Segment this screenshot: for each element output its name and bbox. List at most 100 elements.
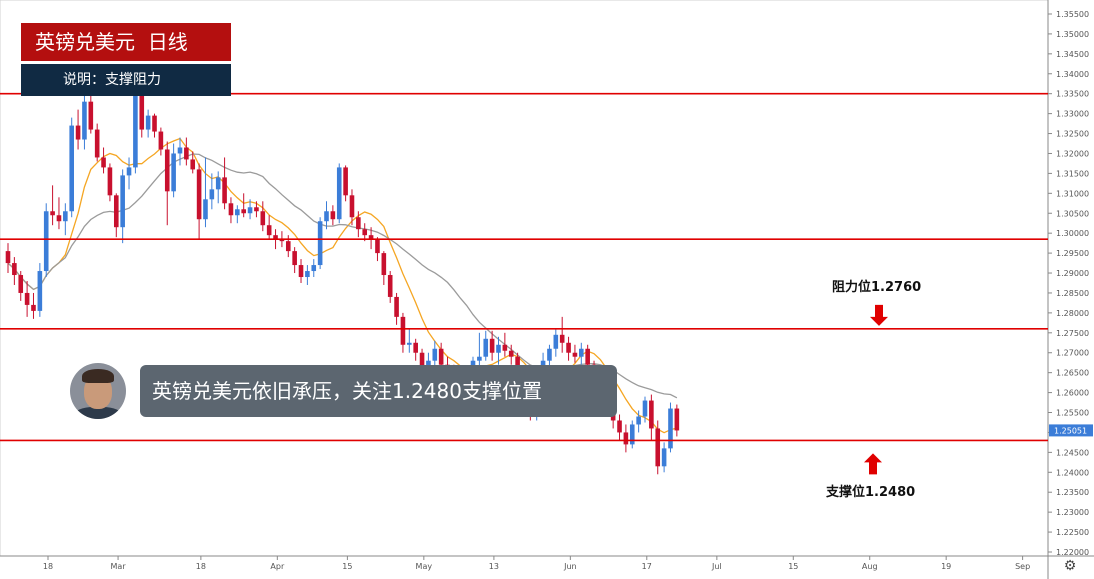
candle-body-down [190, 159, 196, 170]
price-tick-label: 1.29500 [1056, 249, 1089, 258]
candle-body-down [158, 131, 164, 150]
candle-body-up [177, 147, 183, 154]
time-tick-label: Apr [270, 562, 285, 571]
price-tick-label: 1.32500 [1056, 130, 1089, 139]
candle-body-down [508, 350, 514, 357]
time-tick-label: Sep [1015, 562, 1030, 571]
price-tick-label: 1.30000 [1056, 229, 1089, 238]
candle-body-down [12, 263, 17, 276]
time-tick-label: Aug [862, 562, 878, 571]
price-tick-label: 1.30500 [1056, 209, 1089, 218]
price-tick-label: 1.24500 [1056, 448, 1089, 457]
candle-body-down [24, 292, 30, 305]
candle-body-up [629, 424, 635, 445]
price-tick-label: 1.28500 [1056, 289, 1089, 298]
candle-body-up [171, 153, 176, 192]
candle-body-down [228, 203, 234, 216]
candle-body-down [419, 352, 425, 367]
chart-subtitle: 说明：支撑阻力 [21, 64, 231, 96]
candle-body-down [56, 215, 62, 222]
time-tick-label: 15 [788, 562, 798, 571]
candle-body-down [88, 101, 94, 130]
candle-body-down [368, 235, 374, 240]
candle-body-down [649, 400, 654, 429]
candle-body-down [273, 235, 278, 240]
candle-body-down [394, 296, 399, 317]
candle-body-down [31, 304, 36, 311]
analyst-avatar [70, 363, 126, 419]
chart-title: 英镑兑美元 日线 [21, 23, 231, 61]
candle-body-down [285, 241, 291, 252]
candle-body-down [164, 149, 170, 192]
candle-body-up [145, 115, 151, 130]
candle-body-down [5, 251, 11, 264]
candle-body-up [209, 189, 215, 200]
down-arrow-icon [870, 304, 888, 326]
time-tick-label: 13 [489, 562, 499, 571]
last-price-value: 1.25051 [1054, 426, 1087, 435]
candle-body-down [254, 207, 259, 212]
candle-body-up [579, 348, 584, 357]
candle-body-up [477, 356, 482, 361]
candle-body-up [336, 167, 342, 220]
candle-body-up [37, 271, 43, 311]
candle-body-down [674, 408, 680, 431]
candle-body-down [241, 209, 246, 214]
price-tick-label: 1.23000 [1056, 508, 1089, 517]
price-tick-label: 1.24000 [1056, 468, 1089, 477]
candle-body-down [400, 316, 406, 345]
candle-body-down [75, 125, 81, 140]
candle-body-up [553, 334, 559, 349]
price-tick-label: 1.27500 [1056, 329, 1089, 338]
up-arrow-icon [864, 453, 882, 475]
candle-body-down [94, 129, 100, 158]
price-tick-label: 1.26000 [1056, 389, 1089, 398]
candle-body-down [349, 195, 355, 218]
time-tick-label: 15 [342, 562, 352, 571]
candle-body-down [139, 89, 145, 130]
level-arrows [864, 304, 888, 475]
candle-body-down [387, 275, 393, 297]
candle-body-up [120, 175, 125, 228]
last-price-tag [1049, 424, 1093, 437]
candle-body-down [50, 211, 55, 216]
candle-body-down [184, 147, 189, 160]
candle-body-up [496, 344, 501, 353]
settings-gear-icon[interactable]: ⚙ [1063, 558, 1077, 574]
price-tick-label: 1.29000 [1056, 269, 1089, 278]
candle-body-down [356, 217, 361, 230]
candle-body-up [133, 89, 138, 168]
candle-body-down [617, 420, 622, 433]
candle-body-up [63, 211, 68, 222]
candle-body-up [311, 265, 317, 272]
candle-body-down [572, 352, 578, 357]
candle-body-down [196, 169, 202, 220]
price-tick-label: 1.31500 [1056, 169, 1089, 178]
analysis-note: 英镑兑美元依旧承压，关注1.2480支撑位置 [140, 365, 617, 417]
candle-body-down [381, 253, 387, 276]
price-axis[interactable]: 1.35500 1.35000 1.34500 1.34000 1.33500 1.330… [1048, 10, 1093, 557]
price-tick-label: 1.22500 [1056, 528, 1089, 537]
candle-body-down [502, 344, 508, 351]
price-tick-label: 1.34500 [1056, 50, 1089, 59]
time-tick-label: Mar [111, 562, 127, 571]
price-tick-label: 1.22000 [1056, 548, 1089, 557]
candle-body-down [260, 211, 266, 226]
candle-body-down [107, 167, 113, 196]
price-tick-label: 1.32000 [1056, 149, 1089, 158]
support-label: 支撑位1.2480 [826, 485, 916, 500]
candle-body-down [152, 115, 157, 132]
candle-body-up [547, 348, 552, 361]
candle-body-down [113, 195, 119, 228]
time-tick-label: 19 [941, 562, 951, 571]
candle-body-up [668, 408, 673, 449]
candle-body-down [655, 428, 661, 467]
candle-body-down [222, 177, 227, 204]
candle-body-down [18, 275, 24, 293]
candle-body-down [566, 342, 571, 353]
candle-body-up [426, 360, 431, 367]
time-tick-label: Jun [563, 562, 577, 571]
candle-body-up [126, 167, 132, 176]
time-axis[interactable]: 18 Mar 18 Apr 15 May 13 Jun 17 Jul 15 Aug 19 Sep [43, 556, 1030, 571]
